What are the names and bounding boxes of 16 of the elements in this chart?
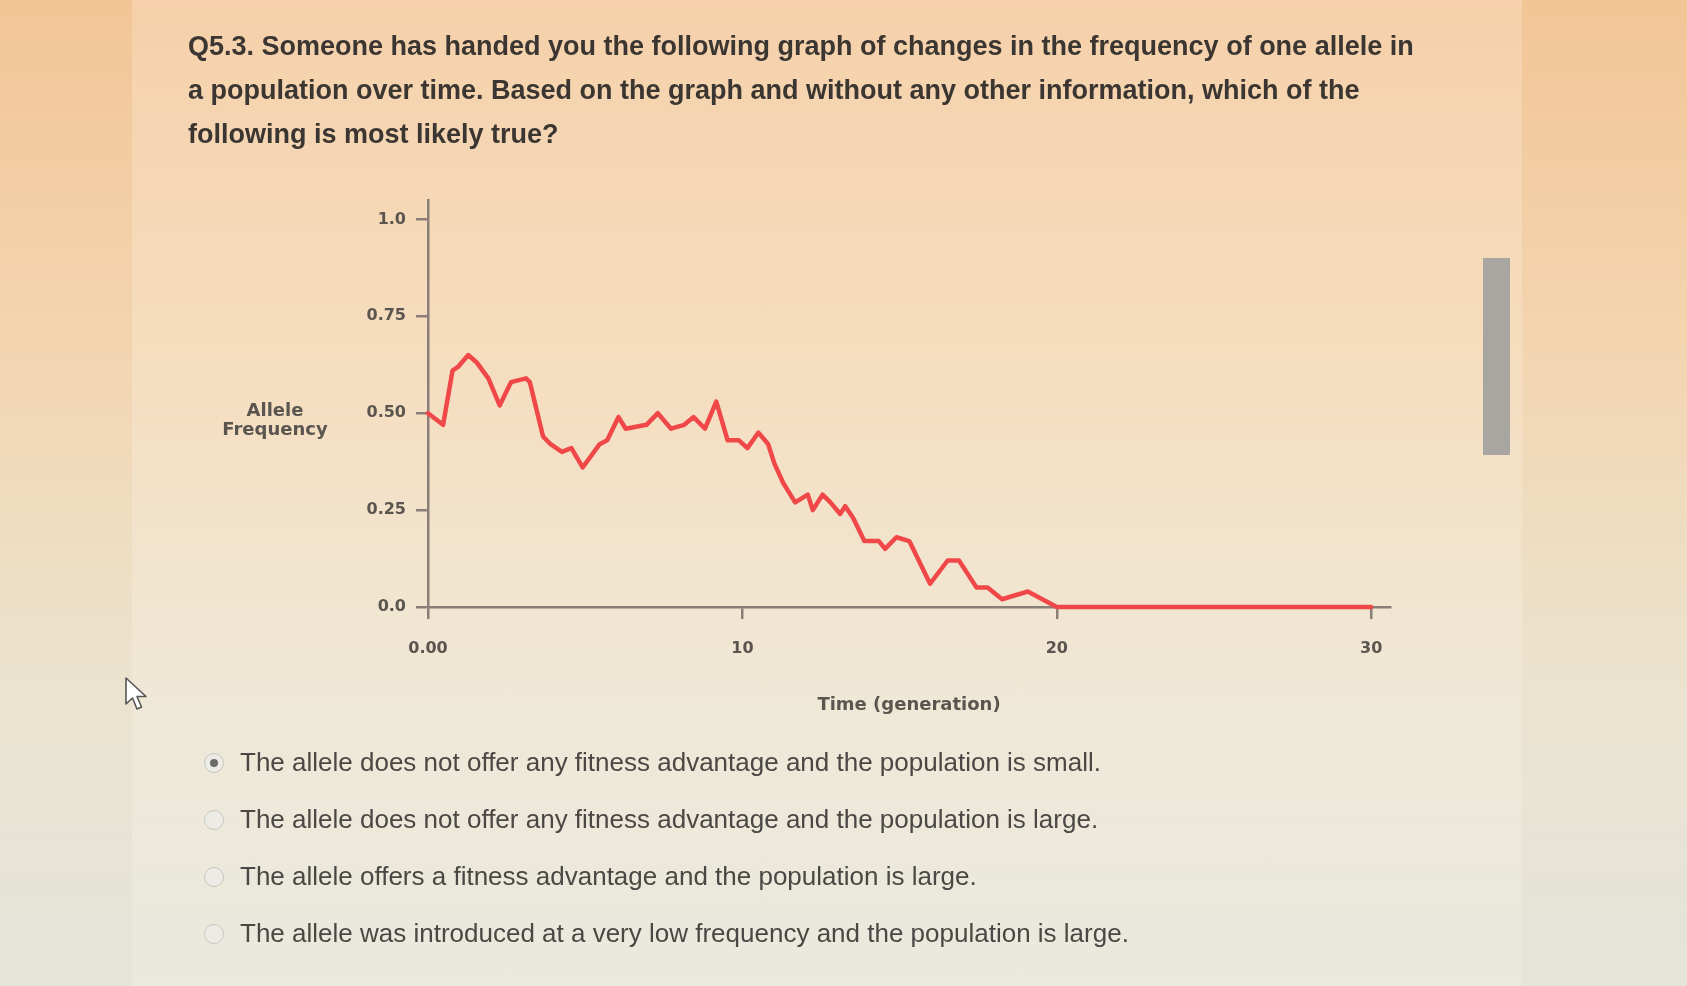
x-tick-label: 30 (1360, 637, 1383, 657)
x-axis-title: Time (generation) (817, 692, 1001, 714)
text: The allele offers a fitness advantage and the population is large. (240, 861, 977, 892)
y-tick-label: 0.75 (366, 305, 406, 325)
text: The allele does not offer any fitness advantage and the population is large. (240, 804, 1099, 835)
x-tick-label: 20 (1045, 637, 1068, 657)
y-tick-label: 1.0 (377, 208, 406, 228)
text: The allele does not offer any fitness advantage and the population is small. (240, 747, 1101, 778)
text: The allele was introduced at a very low frequency and the population is large. (240, 918, 1129, 949)
y-tick-label: 0.50 (366, 402, 406, 422)
x-tick-label: 10 (731, 637, 754, 657)
y-tick-label: 0.25 (366, 499, 406, 519)
y-axis-title: Allele Frequency (221, 399, 329, 439)
x-tick-label: 0.00 (408, 637, 448, 657)
y-tick-label: 0.0 (377, 596, 406, 616)
chart-title: Q5.3. Someone has handed you the following graph of changes in the frequency of one allele in a population over time. Based on the graph and without any other information, which of the following is most likely true? (188, 30, 1415, 151)
